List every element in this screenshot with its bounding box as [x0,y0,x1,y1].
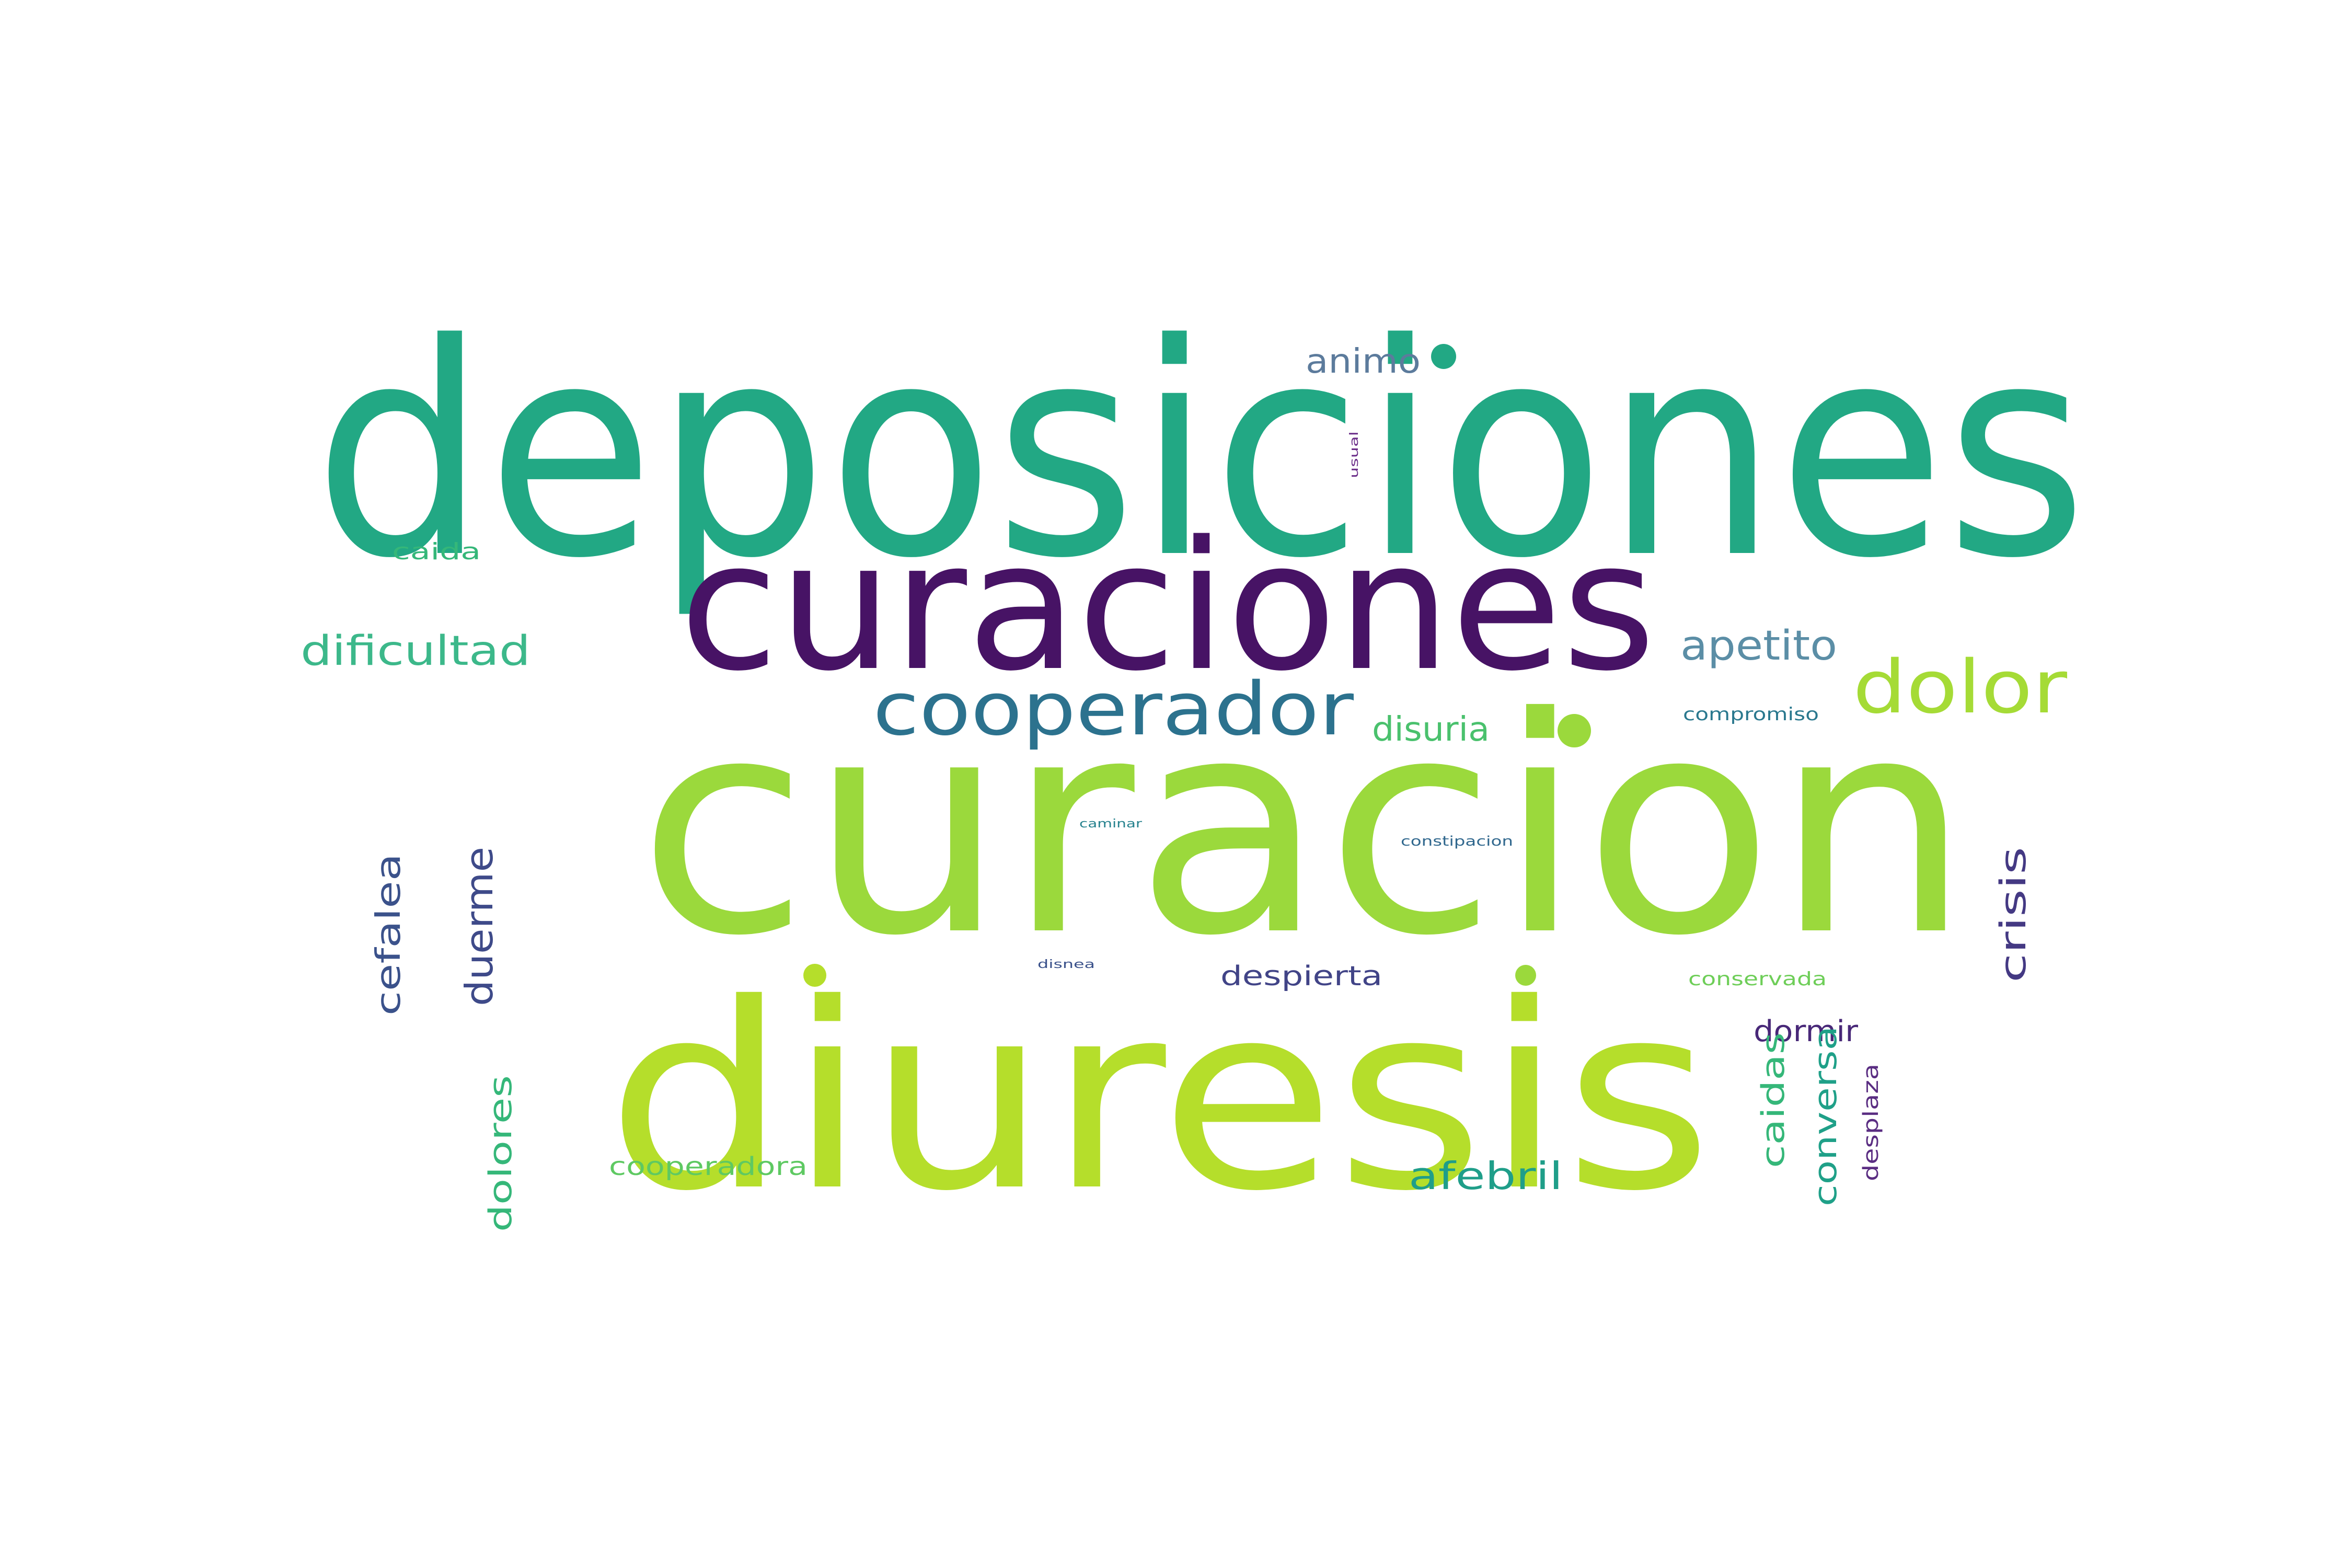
word-dormir: dormir [1754,1014,1859,1048]
dot-lower-right [1515,965,1536,986]
word-caida: caida [392,538,481,565]
word-cooperador: cooperador [873,667,1354,752]
word-dolores: dolores [482,1075,519,1232]
word-dolor: dolor [1853,645,2067,730]
word-conversa: conversa [1807,1026,1844,1206]
word-despierta: despierta [1220,961,1382,992]
word-duerme: duerme [457,847,501,1006]
word-animo: animo [1306,342,1421,381]
word-cooperadora: cooperadora [609,1152,808,1181]
word-disnea: disnea [1037,958,1095,971]
word-caidas: caidas [1755,1032,1792,1168]
word-conservada: conservada [1688,969,1827,990]
word-diuresis: diuresis [606,949,1713,1247]
word-curacion: curacion [638,654,1971,1001]
word-compromiso: compromiso [1683,704,1819,725]
word-usual: usual [1348,431,1361,478]
dot-top [1431,344,1456,369]
word-crisis: crisis [1993,847,2034,983]
word-disuria: disuria [1372,710,1490,749]
word-cefalea: cefalea [370,854,408,1016]
dot-lower-left [803,964,826,987]
word-deposiciones: deposiciones [314,282,2088,622]
word-dificultad: dificultad [301,628,531,675]
word-caminar: caminar [1079,817,1143,831]
word-desplaza: desplaza [1859,1064,1883,1181]
word-afebril: afebril [1409,1154,1563,1198]
word-curaciones: curaciones [679,503,1656,710]
word-apetito: apetito [1680,622,1837,670]
dot-mid [1558,714,1591,747]
word-constipacion: constipacion [1401,834,1513,849]
